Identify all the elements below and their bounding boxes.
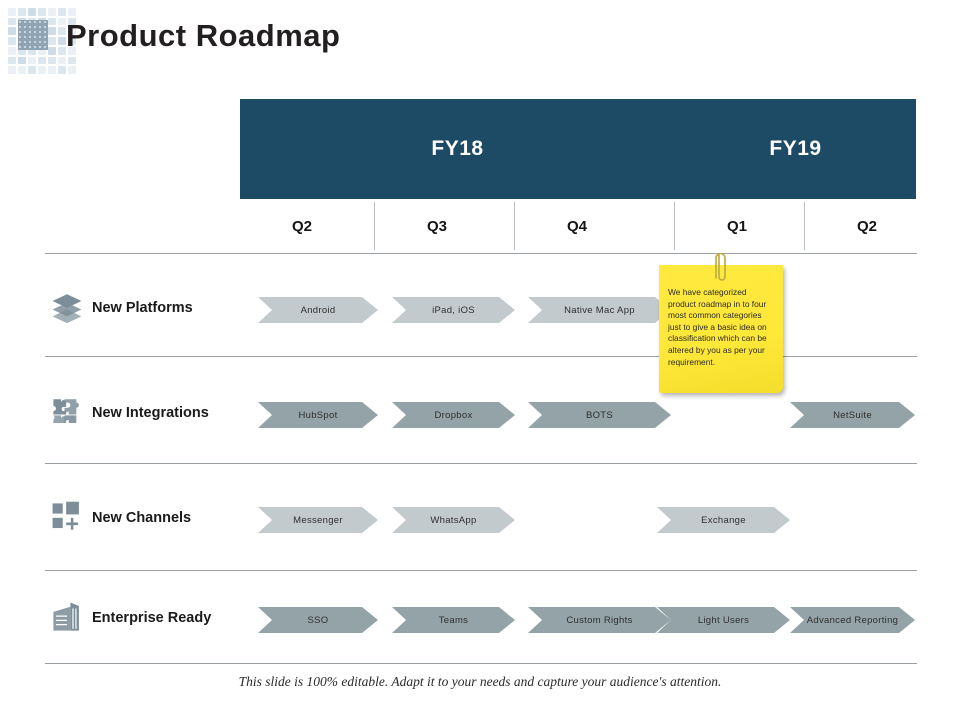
roadmap-item-messenger[interactable]: Messenger — [258, 507, 378, 533]
roadmap-row-label-enterprise-ready: Enterprise Ready — [92, 610, 212, 626]
logo-core-block — [18, 20, 48, 50]
row-separator-2 — [45, 463, 917, 464]
roadmap-row-new-channels: New Channels Messenger WhatsApp Exchange — [0, 500, 960, 540]
fiscal-year-label-fy19: FY19 — [769, 137, 822, 160]
roadmap-item-whatsapp[interactable]: WhatsApp — [392, 507, 515, 533]
roadmap-row-enterprise-ready: Enterprise Ready SSO Teams Custom Rights… — [0, 600, 960, 640]
squares-plus-icon — [52, 501, 79, 530]
layers-stack-icon — [52, 294, 82, 324]
quarter-cell-4[interactable]: Q1 — [675, 202, 805, 250]
paper-clip-icon — [715, 253, 726, 281]
row-separator-1 — [45, 356, 917, 357]
sticky-note[interactable]: We have categorized product roadmap in t… — [659, 253, 783, 393]
puzzle-pieces-icon — [53, 399, 79, 424]
roadmap-item-light-users[interactable]: Light Users — [657, 607, 790, 633]
footer-separator — [45, 663, 917, 664]
roadmap-item-hubspot[interactable]: HubSpot — [258, 402, 378, 428]
roadmap-item-advanced-reporting[interactable]: Advanced Reporting — [790, 607, 915, 633]
fiscal-year-label-fy18: FY18 — [431, 137, 484, 160]
roadmap-row-label-new-integrations: New Integrations — [92, 405, 209, 421]
row-separator-3 — [45, 570, 917, 571]
roadmap-row-label-new-channels: New Channels — [92, 510, 192, 526]
quarter-label-4: Q1 — [727, 217, 748, 235]
quarter-cell-1[interactable]: Q2 — [240, 202, 375, 250]
roadmap-item-ipad-ios[interactable]: iPad, iOS — [392, 297, 515, 323]
quarter-label-2: Q3 — [427, 217, 448, 235]
roadmap-row-label-new-platforms: New Platforms — [92, 300, 193, 316]
roadmap-item-exchange[interactable]: Exchange — [657, 507, 790, 533]
quarter-cell-5[interactable]: Q2 — [805, 202, 916, 250]
quarter-label-3: Q4 — [567, 217, 588, 235]
roadmap-item-dropbox[interactable]: Dropbox — [392, 402, 515, 428]
roadmap-item-teams[interactable]: Teams — [392, 607, 515, 633]
roadmap-item-bots[interactable]: BOTS — [528, 402, 671, 428]
roadmap-row-new-platforms: New Platforms Android iPad, iOS Native M… — [0, 290, 960, 330]
roadmap-item-sso[interactable]: SSO — [258, 607, 378, 633]
roadmap-item-native-mac-app[interactable]: Native Mac App — [528, 297, 671, 323]
quarter-cell-2[interactable]: Q3 — [375, 202, 515, 250]
quarter-cell-3[interactable]: Q4 — [515, 202, 675, 250]
fiscal-year-header-bar: FY18 FY19 — [240, 99, 916, 199]
sticky-note-text: We have categorized product roadmap in t… — [668, 287, 767, 367]
quarter-label-1: Q2 — [292, 217, 313, 235]
quarter-header-row: Q2 Q3 Q4 Q1 Q2 — [240, 202, 916, 250]
roadmap-item-android[interactable]: Android — [258, 297, 378, 323]
slide-header: Product Roadmap — [0, 0, 960, 88]
quarter-label-5: Q2 — [857, 217, 878, 235]
row-separator-top — [45, 253, 917, 254]
building-icon — [53, 602, 79, 631]
roadmap-row-new-integrations: New Integrations HubSpot Dropbox BOTS Ne… — [0, 395, 960, 435]
roadmap-item-netsuite[interactable]: NetSuite — [790, 402, 915, 428]
page-title: Product Roadmap — [66, 18, 341, 53]
roadmap-item-custom-rights[interactable]: Custom Rights — [528, 607, 671, 633]
footer-note: This slide is 100% editable. Adapt it to… — [238, 674, 722, 689]
